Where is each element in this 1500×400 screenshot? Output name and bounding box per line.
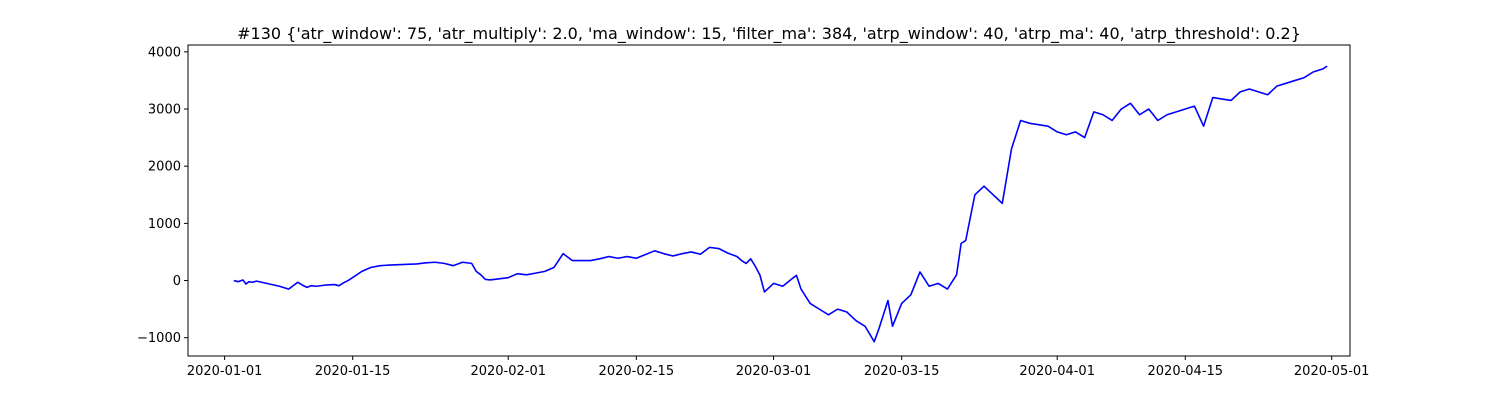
y-tick-label: 2000: [148, 160, 181, 175]
x-axis: 2020-01-01 2020-01-15 2020-02-01 2020-02-15…: [187, 356, 1370, 379]
plot-frame: [187, 44, 1351, 357]
y-axis: −1000 0 1000 2000 3000 4000: [137, 45, 188, 346]
series-line: [233, 65, 1328, 343]
plot-area: [233, 65, 1328, 343]
x-tick-label: 2020-05-01: [1294, 364, 1370, 379]
y-tick-label: −1000: [137, 331, 181, 346]
x-tick-label: 2020-01-15: [315, 364, 391, 379]
x-tick-label: 2020-01-01: [187, 364, 263, 379]
y-tick-label: 3000: [148, 103, 181, 118]
y-tick-label: 4000: [148, 45, 181, 60]
x-tick-label: 2020-03-15: [864, 364, 940, 379]
y-tick-label: 0: [173, 274, 181, 289]
x-tick-label: 2020-04-15: [1148, 364, 1224, 379]
x-tick-label: 2020-04-01: [1019, 364, 1095, 379]
chart-title: #130 {'atr_window': 75, 'atr_multiply': …: [237, 24, 1301, 44]
y-tick-label: 1000: [148, 217, 181, 232]
x-tick-label: 2020-02-01: [470, 364, 546, 379]
x-tick-label: 2020-02-15: [599, 364, 675, 379]
x-tick-label: 2020-03-01: [736, 364, 812, 379]
